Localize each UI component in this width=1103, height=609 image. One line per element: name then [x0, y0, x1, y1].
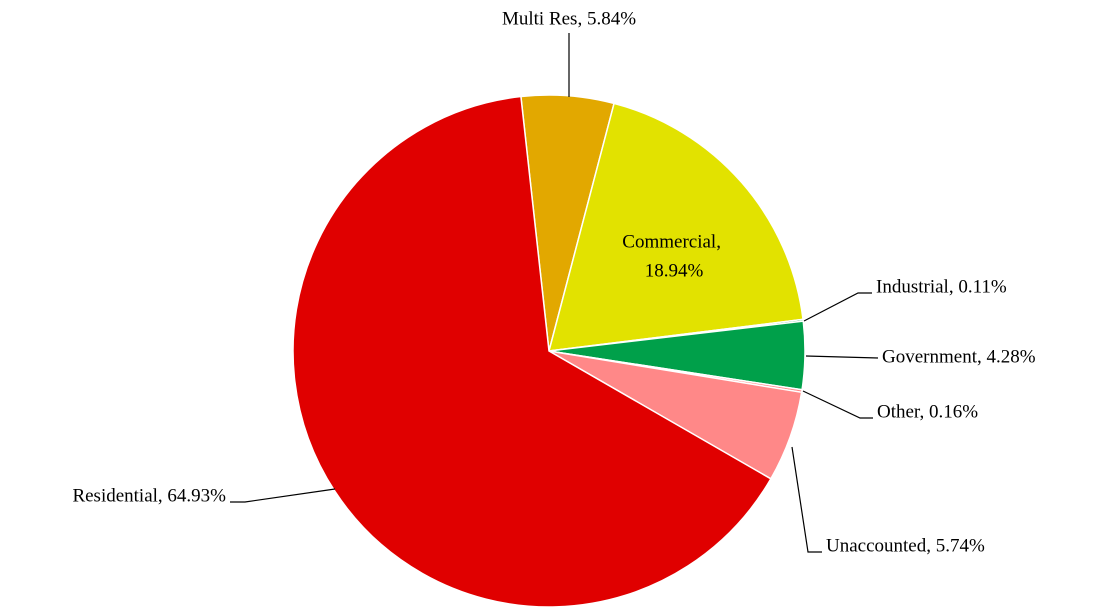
- leader-line: [805, 355, 879, 359]
- pie-slice: [547, 102, 804, 352]
- leader-line: [802, 390, 873, 419]
- pie-slice: [292, 95, 772, 608]
- leader-line: [230, 488, 336, 503]
- data-label: Multi Res, 5.84%: [502, 8, 636, 29]
- data-label: Other, 0.16%: [877, 401, 978, 422]
- data-label-line: 18.94%: [645, 261, 704, 282]
- data-label: Residential, 64.93%: [72, 485, 226, 506]
- leader-line: [791, 446, 822, 553]
- data-label: Industrial, 0.11%: [876, 276, 1007, 297]
- leader-line: [803, 292, 872, 322]
- data-label-line: Commercial,: [622, 232, 725, 253]
- data-label: Unaccounted, 5.74%: [826, 535, 985, 556]
- data-label: Government, 4.28%: [882, 346, 1036, 367]
- data-label: Commercial, 18.94%: [622, 232, 725, 282]
